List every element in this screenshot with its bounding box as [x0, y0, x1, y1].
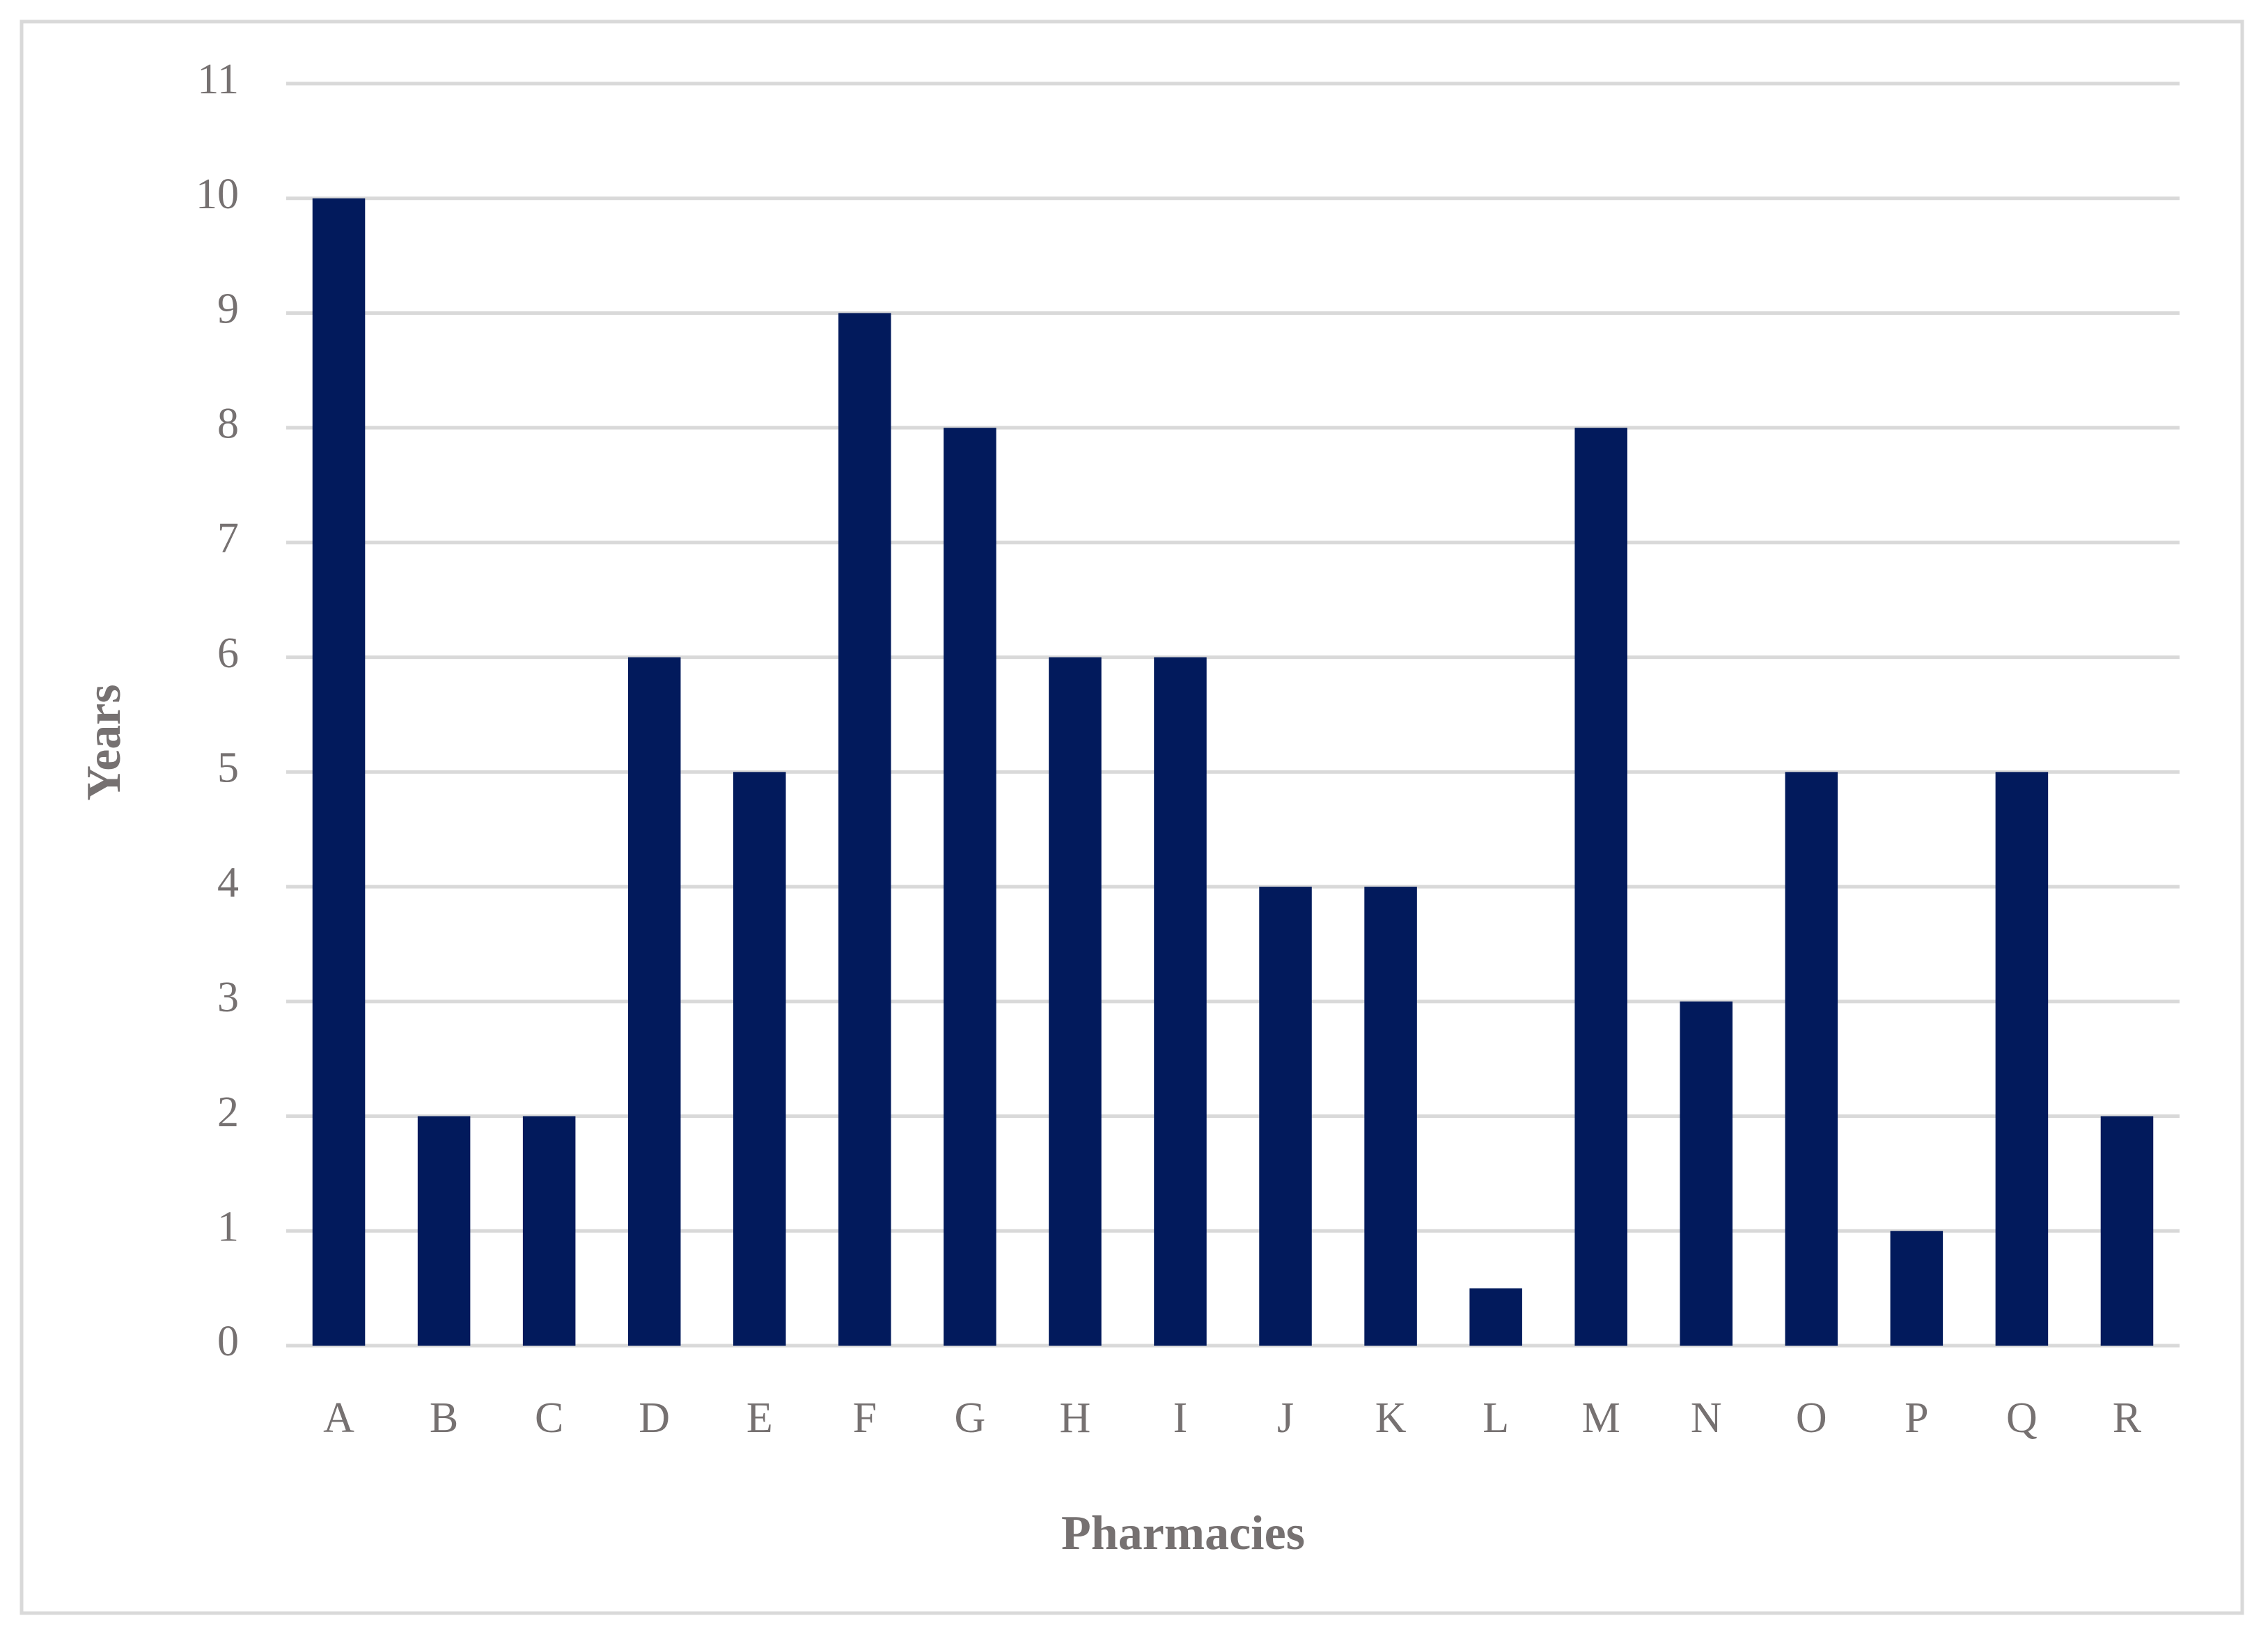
bar: [733, 772, 786, 1346]
x-tick-label: I: [1173, 1394, 1188, 1442]
x-tick-label: M: [1582, 1394, 1620, 1442]
y-tick-label: 3: [217, 974, 239, 1021]
y-tick-label: 0: [217, 1318, 239, 1365]
bar: [838, 313, 891, 1346]
bar: [2100, 1116, 2154, 1346]
bar: [417, 1116, 471, 1346]
x-axis-title: Pharmacies: [1061, 1507, 1305, 1560]
bar: [1574, 428, 1627, 1346]
x-tick-label: C: [535, 1394, 563, 1442]
y-tick-label: 9: [217, 286, 239, 333]
y-tick-label: 1: [217, 1204, 239, 1251]
x-tick-label: J: [1277, 1394, 1294, 1442]
bar: [1890, 1231, 1944, 1346]
y-tick-label: 7: [217, 515, 239, 562]
chart-border: [19, 20, 2244, 1615]
x-tick-label: L: [1483, 1394, 1509, 1442]
x-tick-label: K: [1375, 1394, 1407, 1442]
x-tick-label: O: [1796, 1394, 1827, 1442]
bar: [1364, 887, 1417, 1346]
x-tick-label: D: [639, 1394, 670, 1442]
x-tick-label: Q: [2006, 1394, 2038, 1442]
bar: [1049, 657, 1102, 1346]
bar: [1259, 887, 1312, 1346]
x-tick-label: E: [746, 1394, 773, 1442]
bar: [627, 657, 681, 1346]
x-tick-label: H: [1060, 1394, 1091, 1442]
x-tick-label: N: [1691, 1394, 1722, 1442]
bar: [1995, 772, 2049, 1346]
bar: [1785, 772, 1838, 1346]
bar: [522, 1116, 576, 1346]
y-tick-label: 10: [196, 171, 239, 218]
y-tick-label: 5: [217, 745, 239, 792]
x-tick-label: P: [1905, 1394, 1928, 1442]
bar: [944, 428, 996, 1346]
y-tick-label: 8: [217, 400, 239, 447]
x-tick-label: F: [853, 1394, 877, 1442]
y-tick-label: 2: [217, 1089, 239, 1136]
y-tick-label: 4: [217, 859, 239, 906]
bar: [1154, 657, 1207, 1346]
y-tick-label: 6: [217, 630, 239, 677]
x-tick-label: G: [954, 1394, 985, 1442]
x-tick-label: A: [323, 1394, 354, 1442]
bar: [1680, 1001, 1733, 1346]
y-tick-label: 11: [197, 56, 239, 103]
x-tick-label: R: [2113, 1394, 2142, 1442]
x-tick-label: B: [430, 1394, 458, 1442]
y-axis-title: Years: [77, 684, 131, 800]
bar: [1469, 1288, 1522, 1346]
bar: [312, 198, 366, 1346]
